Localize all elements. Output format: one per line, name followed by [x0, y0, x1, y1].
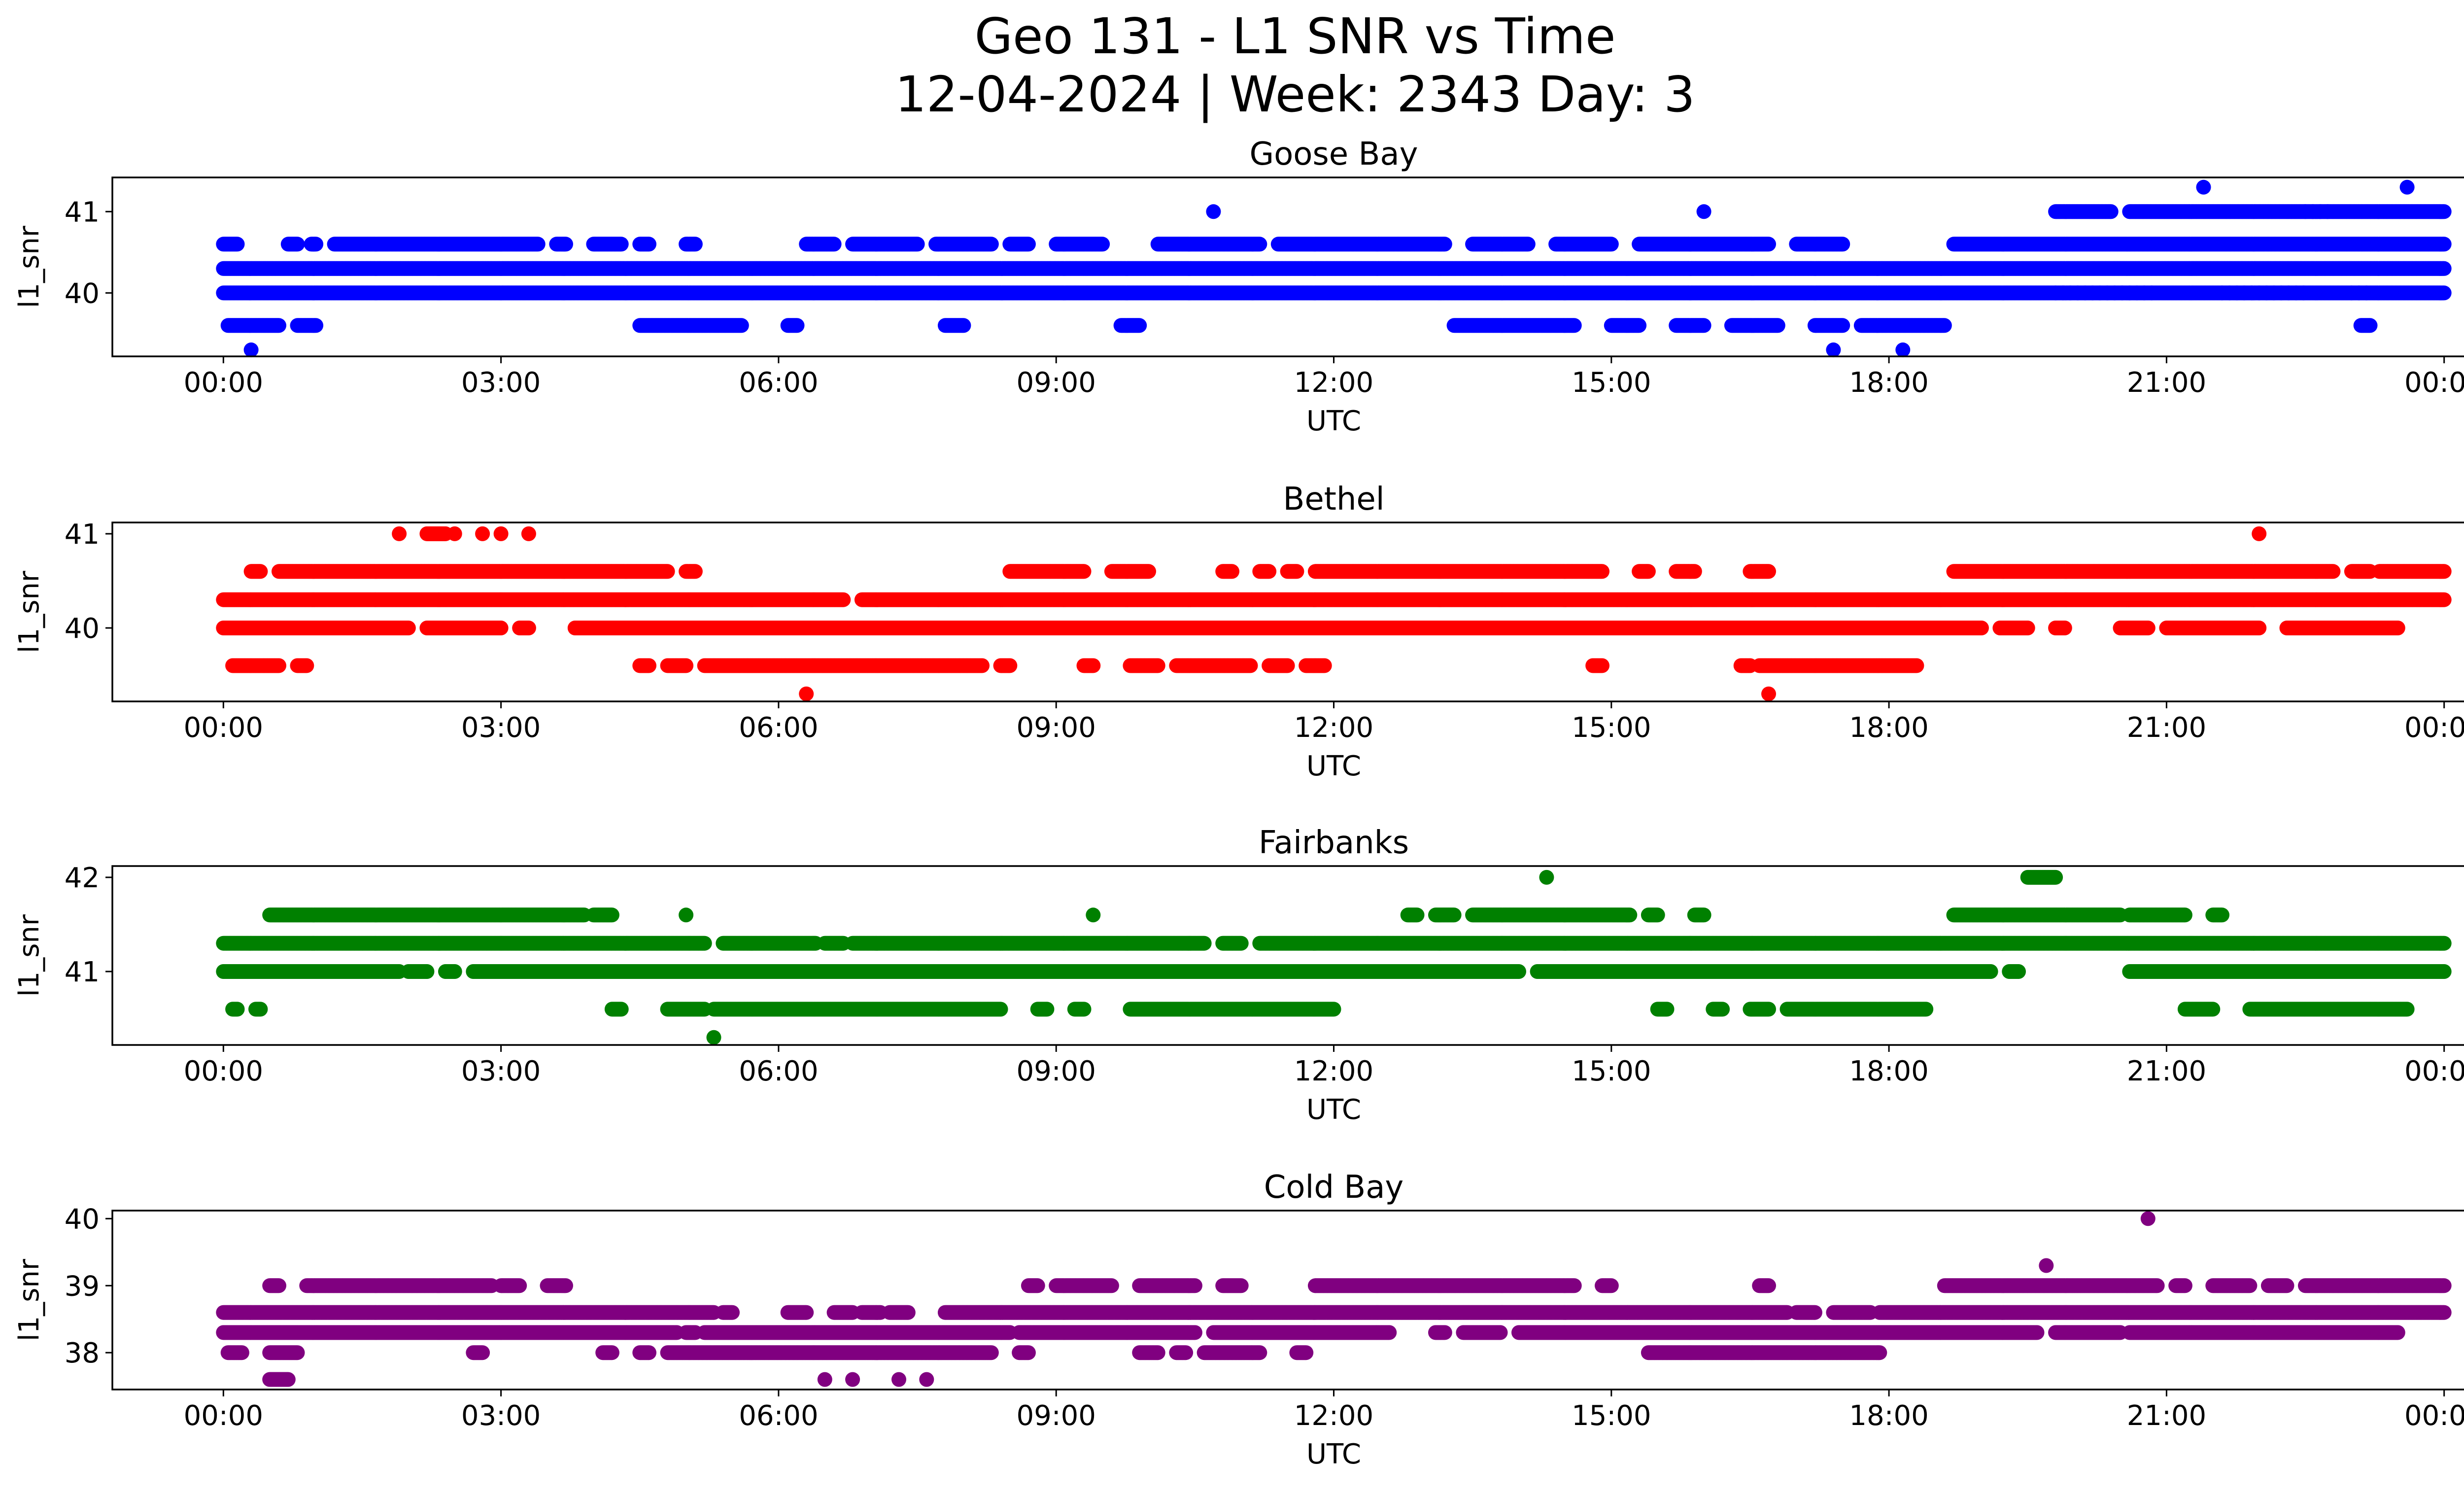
chart-title-line2: 12-04-2024 | Week: 2343 Day: 3 — [895, 66, 1695, 123]
data-point — [230, 237, 245, 252]
data-point — [2296, 285, 2311, 301]
data-point — [2436, 261, 2452, 276]
data-point — [308, 237, 324, 252]
chart-title-line1: Geo 131 - L1 SNR vs Time — [975, 7, 1616, 65]
subplot-title: Goose Bay — [1250, 136, 1418, 173]
data-point — [290, 237, 305, 252]
data-points — [216, 179, 2452, 357]
data-point — [2359, 285, 2374, 301]
data-point — [2144, 285, 2159, 301]
data-point — [2436, 285, 2452, 301]
